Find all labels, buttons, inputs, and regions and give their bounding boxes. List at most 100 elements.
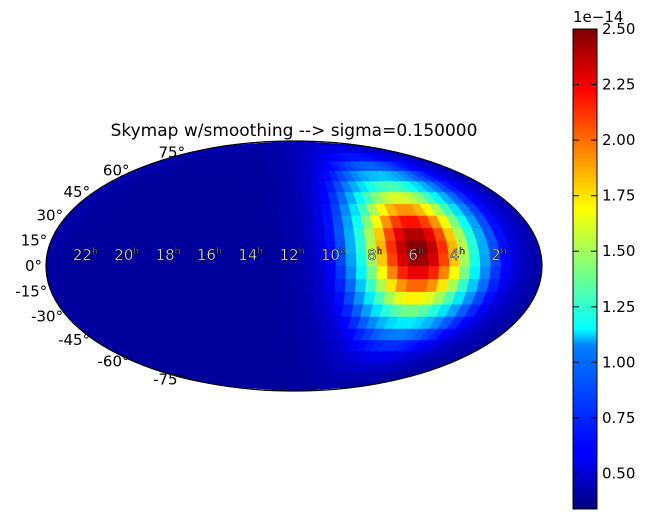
heat-cell [312,303,324,317]
dec-label: -15° [15,283,47,301]
heat-cell [211,265,223,280]
colorbar-tick-label: 1.00 [602,353,635,371]
heat-cell [323,291,335,305]
heat-cell [519,265,533,280]
heat-cell [211,278,224,292]
heat-cell [323,227,335,241]
colorbar: 1e−14 0.50 0.75 1.00 1.25 1.50 1.75 2.00 2.25 2.… [572,8,635,510]
heat-cell [169,265,182,280]
colorbar-tick-label: 2.00 [602,131,635,149]
heat-cell [322,303,334,317]
heat-cell [342,227,356,241]
heat-cell [128,265,141,280]
heat-cell [303,227,315,241]
dec-label: -30° [31,308,63,326]
heat-cell [285,180,295,193]
heat-cell [190,265,202,280]
heat-cell [283,227,295,241]
ra-label-hour-suffix: h [501,247,507,257]
heat-cell [333,291,345,305]
heat-cell [303,252,315,267]
heat-cell [437,252,450,267]
heat-cell [232,291,246,305]
heat-cell [300,170,310,182]
heat-cell [320,203,333,216]
heat-cell [509,265,522,280]
heat-cell [254,303,266,317]
heat-cell [406,265,419,280]
heat-cell [303,240,315,254]
heat-cell [283,291,295,305]
heat-cell [354,240,367,254]
heat-cell [264,215,276,229]
heat-cell [352,227,366,241]
heat-cell [66,265,79,280]
heat-cell [286,350,295,362]
heat-cell [396,252,408,267]
heat-cell [293,339,303,352]
heat-cell [293,170,302,182]
heat-cell [262,240,275,254]
heat-cell [396,265,408,280]
heat-cell [232,227,246,241]
heat-cell [286,170,295,182]
heat-cell [301,180,312,193]
heat-cell [313,278,326,292]
ra-label-hour-suffix: h [92,247,98,257]
heat-cell [427,265,439,280]
heat-cell [320,316,333,329]
heat-cell [478,265,491,280]
dec-label: 0° [25,257,42,275]
heat-cell [334,265,346,280]
heat-cell [468,252,481,267]
heat-cell [303,291,315,305]
ra-label-hour-suffix: h [299,247,305,257]
heat-cell [313,291,325,305]
heat-cell [530,252,542,267]
colorbar-tick-label: 1.75 [602,187,635,205]
heat-cell [314,265,326,280]
heat-cell [293,316,304,329]
heat-cell [285,339,295,352]
heat-cell [254,215,266,229]
heat-cell [447,265,460,280]
heat-cell [384,278,398,292]
dec-label: 45° [64,183,91,201]
heat-cell [519,252,533,267]
heat-cell [263,291,275,305]
heat-cell [458,265,470,280]
heat-cell [312,215,324,229]
heat-cell [201,278,214,292]
heat-cell [273,278,285,292]
heat-cell [302,191,313,204]
heat-cell [293,278,305,292]
heat-cell [293,191,304,204]
colorbar-tick-label: 0.75 [602,409,635,427]
skymap-heat-cells [46,141,542,391]
heat-cell [394,240,408,254]
heat-cell [97,265,110,280]
heat-cell [417,265,429,280]
ra-label-hour-suffix: h [216,247,222,257]
colorbar-exponent-label: 1e−14 [573,8,623,26]
heat-cell [488,265,501,280]
heat-cell [355,265,367,280]
heat-cell [310,191,322,204]
heat-cell [273,291,285,305]
heat-cell [427,252,439,267]
heat-cell [468,265,481,280]
heat-cell [253,227,265,241]
heat-cell [375,265,388,280]
heat-cell [293,350,302,362]
heat-cell [180,265,192,280]
heat-cell [386,252,398,267]
heat-cell [345,252,357,267]
heat-cell [273,265,285,280]
heat-cell [313,227,325,241]
dec-label: -45° [58,331,90,349]
colorbar-ticks: 0.50 0.75 1.00 1.25 1.50 1.75 2.00 2.25 2.50 [573,20,635,482]
heat-cell [138,252,151,267]
heat-cell [293,291,305,305]
heat-cell [344,240,356,254]
